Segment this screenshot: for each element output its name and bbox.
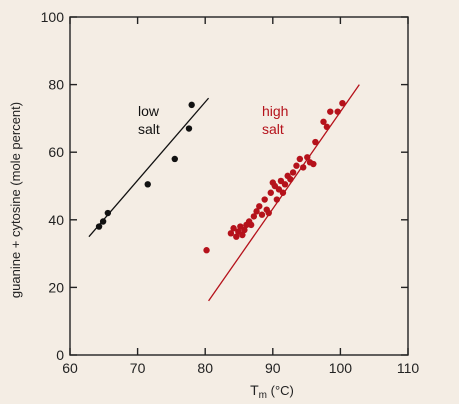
x-axis-label-unit: (°C) [267,383,294,398]
data-point [144,181,151,188]
data-point [188,101,195,109]
data-point [304,154,311,161]
data-point [287,176,294,183]
data-point [256,203,263,210]
data-point [273,196,281,203]
data-point [323,123,331,131]
x-tick-label: 80 [197,360,213,376]
series-label-line: high [262,103,288,119]
y-tick-label: 60 [48,144,64,160]
data-point [281,181,289,188]
data-point [253,208,260,215]
y-tick-label: 100 [41,9,65,25]
x-tick-label: 70 [130,360,146,376]
data-point [239,231,246,239]
data-point [267,189,274,196]
fit-lines [88,84,360,302]
data-point [250,213,258,220]
data-points [95,99,346,254]
data-point [293,162,300,169]
data-point [296,155,304,163]
y-tick-label: 20 [48,279,64,295]
y-tick-label: 40 [48,212,64,228]
x-axis-label-main: T [250,382,259,398]
x-tick-label: 60 [62,360,78,376]
data-point [241,226,248,234]
x-axis-label-subscript: m [259,390,267,401]
data-point [312,138,319,146]
x-axis-label: Tm (°C) [250,382,294,401]
data-point [203,247,210,254]
data-point [279,189,287,196]
series-annotations: low salt high salt [138,103,288,137]
data-point [185,125,193,132]
data-point [320,118,327,125]
data-point [327,108,334,115]
data-point [310,160,317,168]
x-tick-label: 90 [265,360,281,376]
series-label-line: low [138,103,160,119]
x-tick-label: 110 [397,360,420,376]
data-point [265,209,272,217]
data-point [261,196,268,203]
series-label-line: salt [138,121,160,137]
plot-frame [69,16,409,356]
x-axis-ticks: 60 70 80 90 100 110 [62,17,419,376]
data-point [104,209,112,217]
y-tick-label: 80 [48,77,64,93]
data-point [289,169,297,176]
y-tick-label: 0 [56,347,64,363]
data-point [95,223,103,230]
series-label-line: salt [262,121,284,137]
y-axis-ticks: 0 20 40 60 80 100 [41,9,408,363]
x-tick-label: 100 [329,360,353,376]
data-point [334,108,341,115]
data-point [247,221,255,229]
data-point [227,230,235,237]
data-point [258,211,266,218]
y-axis-label: guanine + cytosine (mole percent) [8,102,23,298]
data-point [171,155,178,163]
data-point [300,164,307,171]
data-point [339,99,346,107]
data-point [233,233,240,240]
data-point [99,218,107,225]
axes [69,16,409,356]
data-point [230,225,237,232]
